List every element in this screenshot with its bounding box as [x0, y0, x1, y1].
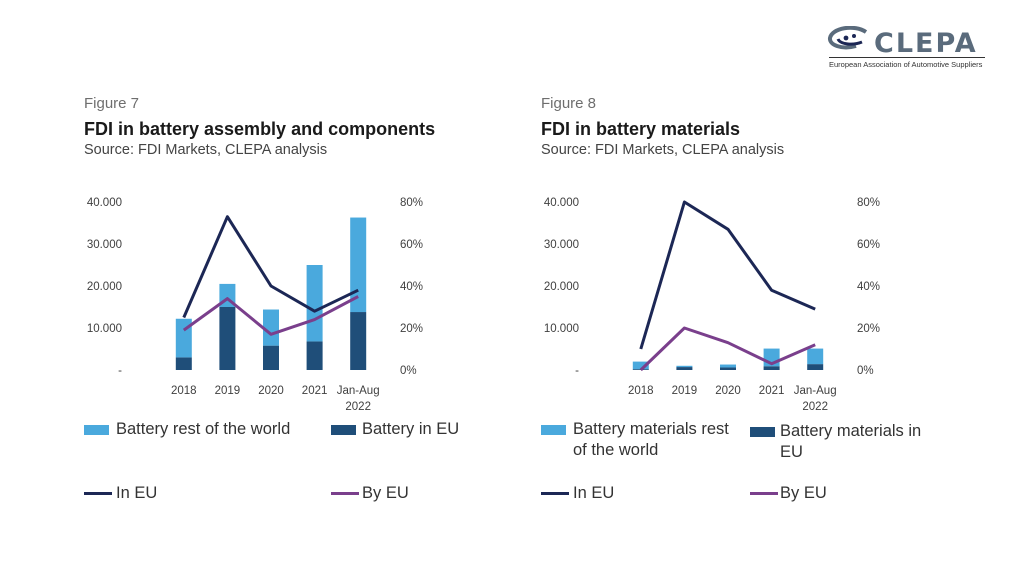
- logo-tagline: European Association of Automotive Suppl…: [829, 60, 983, 69]
- bar-eu: [676, 367, 693, 370]
- bar-rest-of-world: [350, 217, 367, 313]
- y-right-tick-label: 80%: [400, 197, 423, 209]
- bar-eu: [763, 366, 780, 370]
- y-left-tick-label: 20.000: [87, 281, 122, 293]
- legend-swatch-by-eu: [331, 492, 359, 495]
- legend-swatch-by-eu: [750, 492, 778, 495]
- figure-8-legend: Battery materials rest of the world Batt…: [541, 417, 961, 517]
- legend-label-by-eu: By EU: [780, 484, 827, 502]
- legend-swatch-rest: [84, 425, 109, 435]
- x-tick-label: Jan-Aug 2022: [337, 385, 380, 412]
- x-tick-label: 2020: [715, 385, 741, 397]
- y-right-tick-label: 20%: [400, 323, 423, 335]
- bar-rest-of-world: [676, 365, 693, 368]
- legend-label-rest: Battery materials rest of the world: [573, 420, 729, 459]
- y-right-tick-label: 40%: [857, 281, 880, 293]
- figure-7-panel: Figure 7 FDI in battery assembly and com…: [84, 95, 554, 515]
- bar-eu: [263, 345, 279, 370]
- figure-number: Figure 8: [541, 95, 597, 112]
- figure-8-panel: Figure 8 FDI in battery materials Source…: [541, 95, 1011, 515]
- bar-eu: [350, 312, 367, 370]
- legend-swatch-eu: [750, 427, 775, 437]
- bar-rest-of-world: [632, 361, 649, 370]
- y-right-tick-label: 60%: [857, 239, 880, 251]
- legend-label-in-eu: In EU: [573, 484, 615, 502]
- y-left-tick-label: -: [118, 365, 122, 377]
- clepa-logo-icon: [828, 26, 868, 50]
- x-tick-label: 2019: [672, 385, 698, 397]
- x-tick-label: 2021: [759, 385, 785, 397]
- figure-number: Figure 7: [84, 95, 140, 112]
- legend-label-by-eu: By EU: [362, 484, 409, 502]
- legend-label-in-eu: In EU: [116, 484, 158, 502]
- bar-eu: [720, 367, 736, 370]
- legend-swatch-eu: [331, 425, 356, 435]
- line-by-eu: [182, 295, 359, 336]
- legend-label-eu: Battery materials in EU: [780, 422, 922, 461]
- figure-title: FDI in battery assembly and components: [84, 119, 436, 139]
- clepa-logo: CLEPA European Association of Automotive…: [826, 26, 992, 72]
- logo-divider: [829, 57, 985, 58]
- figure-source: Source: FDI Markets, CLEPA analysis: [541, 142, 785, 158]
- x-tick-label: Jan-Aug 2022: [794, 385, 837, 412]
- y-left-tick-label: 10.000: [544, 323, 579, 335]
- y-right-tick-label: 40%: [400, 281, 423, 293]
- x-tick-label: 2020: [258, 385, 284, 397]
- figure-7-chart: - 10.000 20.000 30.000 40.000 0% 20% 40% 60% 80% 2…: [87, 197, 423, 412]
- legend-swatch-in-eu: [84, 492, 112, 495]
- bar-rest-of-world: [720, 364, 736, 368]
- y-left-tick-label: 20.000: [544, 281, 579, 293]
- y-left-tick-label: 40.000: [544, 197, 579, 209]
- y-right-tick-label: 80%: [857, 197, 880, 209]
- y-left-tick-label: 10.000: [87, 323, 122, 335]
- y-right-tick-label: 60%: [400, 239, 423, 251]
- line-by-eu: [639, 326, 816, 372]
- line-in-eu: [639, 200, 816, 350]
- y-left-tick-label: 30.000: [544, 239, 579, 251]
- bar-eu: [807, 364, 824, 370]
- bar-eu: [175, 357, 192, 370]
- y-left-tick-label: 30.000: [87, 239, 122, 251]
- bar-eu: [306, 341, 323, 370]
- bar-rest-of-world: [306, 265, 323, 342]
- figure-8-chart: - 10.000 20.000 30.000 40.000 0% 20% 40% 60% 80% 2…: [544, 197, 880, 412]
- y-right-tick-label: 0%: [857, 365, 874, 377]
- bar-rest-of-world: [807, 348, 824, 365]
- legend-label-rest: Battery rest of the world: [116, 420, 291, 438]
- y-right-tick-label: 0%: [400, 365, 417, 377]
- y-right-tick-label: 20%: [857, 323, 880, 335]
- figure-7-legend: Battery rest of the world Battery in EU …: [84, 417, 504, 517]
- figure-title: FDI in battery materials: [541, 119, 741, 139]
- y-left-tick-label: 40.000: [87, 197, 122, 209]
- figure-source: Source: FDI Markets, CLEPA analysis: [84, 142, 328, 158]
- bar-eu: [219, 307, 236, 370]
- line-in-eu: [182, 215, 359, 319]
- logo-wordmark: CLEPA: [874, 28, 978, 59]
- legend-label-eu: Battery in EU: [362, 420, 460, 438]
- y-left-tick-label: -: [575, 365, 579, 377]
- x-tick-label: 2018: [171, 385, 197, 397]
- x-tick-label: 2021: [302, 385, 328, 397]
- legend-swatch-in-eu: [541, 492, 569, 495]
- x-tick-label: 2018: [628, 385, 654, 397]
- legend-swatch-rest: [541, 425, 566, 435]
- x-tick-label: 2019: [215, 385, 241, 397]
- bar-rest-of-world: [263, 309, 279, 346]
